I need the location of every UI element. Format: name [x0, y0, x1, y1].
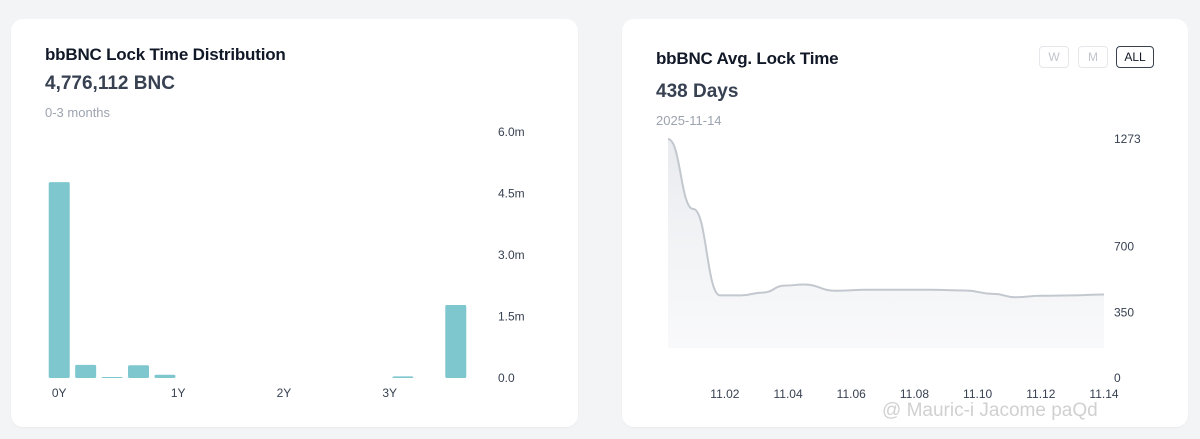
bar: [128, 365, 150, 378]
x-tick-label: 11.04: [773, 387, 802, 401]
total-locked-value: 4,776,112 BNC: [45, 73, 175, 94]
series-line: [667, 138, 1105, 299]
bar: [392, 376, 414, 378]
x-tick-label: 11.10: [963, 387, 992, 401]
card-title: bbBNC Lock Time Distribution: [45, 45, 286, 64]
bar: [48, 182, 70, 378]
range-button-all[interactable]: ALL: [1116, 46, 1154, 68]
x-tick-label: 11.14: [1089, 387, 1118, 401]
selected-date-label: 2025-11-14: [656, 113, 722, 128]
y-tick-label: 4.5m: [498, 187, 525, 201]
y-tick-label: 3.0m: [498, 248, 525, 262]
x-tick-label: 1Y: [171, 386, 186, 400]
bar: [154, 374, 176, 378]
selected-range-label: 0-3 months: [45, 105, 111, 120]
distribution-bar-chart: 0.0 1.5m 3.0m 4.5m 6.0m 0Y 1Y 2Y 3Y: [48, 125, 525, 400]
y-tick-label: 700: [1114, 240, 1134, 254]
y-tick-label: 0.0: [498, 371, 515, 385]
y-tick-label: 350: [1114, 305, 1134, 319]
avg-lock-time-card: bbBNC Avg. Lock Time 438 Days 2025-11-14…: [622, 19, 1188, 427]
x-tick-label: 11.08: [900, 387, 929, 401]
bar: [101, 377, 123, 378]
lock-time-distribution-card: bbBNC Lock Time Distribution 4,776,112 B…: [11, 19, 578, 427]
area-fill: [668, 139, 1104, 348]
x-tick-label: 11.12: [1026, 387, 1055, 401]
x-tick-label: 3Y: [382, 386, 397, 400]
range-button-week[interactable]: W: [1039, 46, 1069, 68]
avg-lock-time-area-chart: 0 350 700 1273 11.02 11.04 11.06 11.08 11.10 11.1…: [667, 132, 1141, 401]
bar: [75, 364, 97, 378]
range-button-month[interactable]: M: [1078, 46, 1108, 68]
x-tick-label: 2Y: [277, 386, 292, 400]
y-tick-label: 6.0m: [498, 125, 525, 139]
x-tick-label: 0Y: [52, 386, 67, 400]
bar: [445, 305, 467, 378]
y-tick-label: 0: [1114, 371, 1121, 385]
watermark-text: @ Mauric-i Jacome paQd: [882, 400, 1098, 421]
y-tick-label: 1273: [1114, 132, 1141, 146]
avg-lock-time-value: 438 Days: [656, 81, 739, 102]
card-title: bbBNC Avg. Lock Time: [656, 49, 839, 68]
x-tick-label: 11.06: [837, 387, 866, 401]
y-tick-label: 1.5m: [498, 310, 525, 324]
x-tick-label: 11.02: [710, 387, 739, 401]
